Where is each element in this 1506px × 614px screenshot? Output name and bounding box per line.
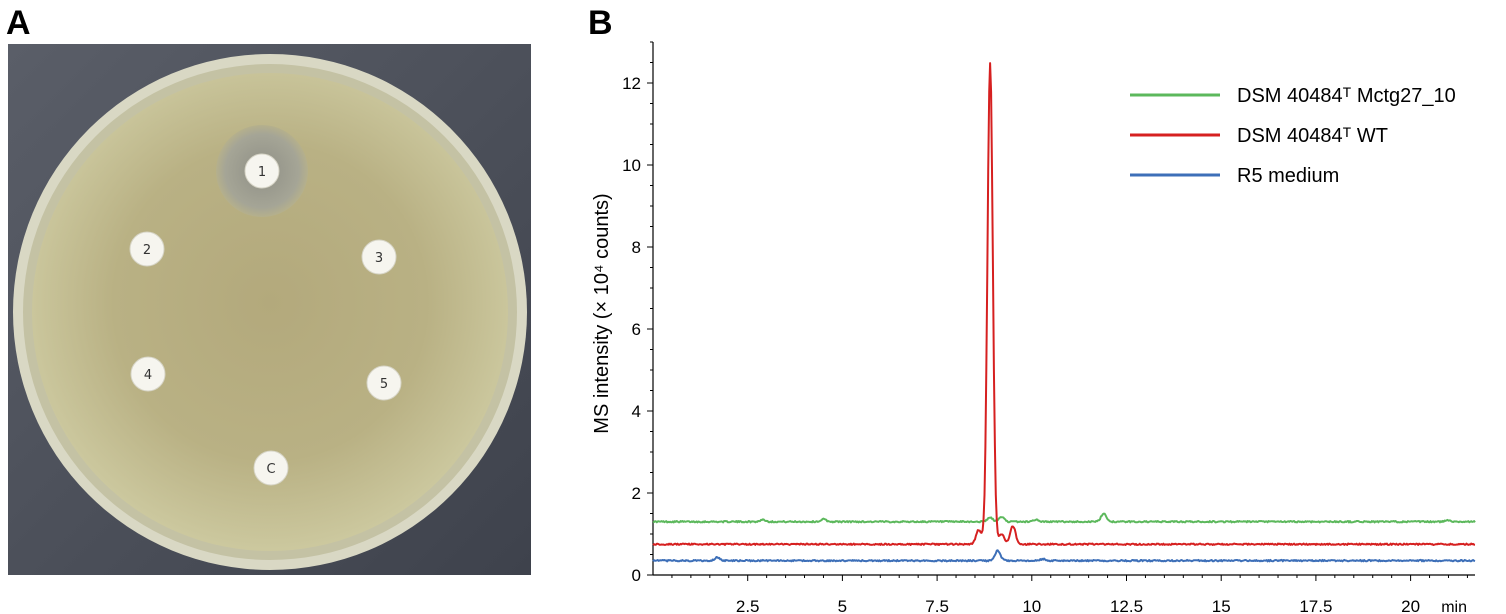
legend-label: R5 medium (1237, 165, 1339, 187)
disc-label: 2 (143, 243, 151, 258)
disc-2: 2 (129, 231, 165, 267)
series-line-1 (652, 512, 1476, 524)
y-tick-label: 0 (632, 566, 641, 585)
y-tick-label: 2 (632, 484, 641, 503)
x-tick-label: 17.5 (1299, 597, 1332, 614)
disc-3: 3 (361, 239, 397, 275)
y-axis-label: MS intensity (× 10⁴ counts) (591, 193, 613, 433)
x-ticks: 2.5 5 7.5 10 12.5 15 17.5 20 (671, 575, 1468, 614)
x-tick-label: 20 (1401, 597, 1420, 614)
panel-label-a: A (6, 4, 31, 42)
agar-plate-photo: 1 2 3 4 5 C (8, 44, 531, 575)
disc-label: 4 (144, 368, 152, 383)
chromatogram: MS intensity (× 10⁴ counts) 0 2 4 6 8 10 12 2.… (591, 41, 1476, 614)
x-axis-unit: min (1441, 599, 1467, 614)
x-tick-label: 12.5 (1110, 597, 1143, 614)
y-tick-label: 8 (632, 238, 641, 257)
y-tick-label: 4 (632, 402, 641, 421)
disc-layer: 1 2 3 4 5 C (129, 153, 402, 486)
x-tick-label: 2.5 (736, 597, 760, 614)
disc-label: 3 (375, 251, 383, 266)
x-tick-label: 7.5 (925, 597, 949, 614)
series-line-3 (652, 549, 1476, 563)
disc-5: 5 (366, 365, 402, 401)
disc-4: 4 (130, 356, 166, 392)
x-tick-label: 5 (838, 597, 847, 614)
panel-label-b: B (588, 4, 613, 42)
disc-c: C (253, 450, 289, 486)
series-layer (652, 62, 1476, 563)
legend-label: DSM 40484ᵀ Mctg27_10 (1237, 85, 1456, 107)
y-ticks: 0 2 4 6 8 10 12 (622, 41, 653, 585)
agar-surface (32, 73, 508, 551)
disc-label: 1 (258, 165, 266, 180)
disc-label: 5 (380, 377, 388, 392)
series-line-2 (652, 62, 1476, 546)
legend: DSM 40484ᵀ Mctg27_10 DSM 40484ᵀ WT R5 medi… (1130, 85, 1456, 187)
disc-label: C (266, 462, 275, 477)
legend-label: DSM 40484ᵀ WT (1237, 125, 1388, 147)
x-tick-label: 10 (1022, 597, 1041, 614)
x-tick-label: 15 (1212, 597, 1231, 614)
y-tick-label: 10 (622, 156, 641, 175)
y-tick-label: 6 (632, 320, 641, 339)
y-tick-label: 12 (622, 74, 641, 93)
disc-1: 1 (244, 153, 280, 189)
